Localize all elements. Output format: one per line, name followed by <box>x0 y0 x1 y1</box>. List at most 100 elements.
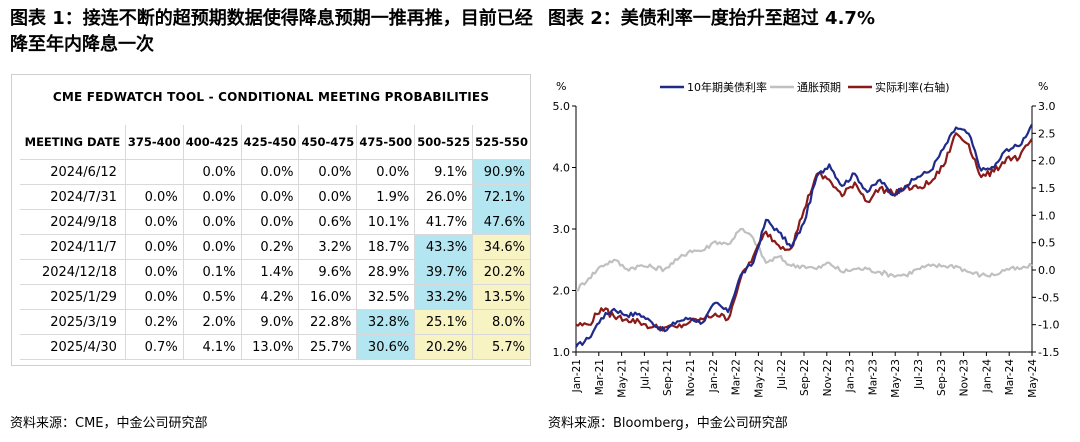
probability-cell: 0.0% <box>241 159 300 185</box>
probability-cell: 9.1% <box>414 159 474 185</box>
probability-cell: 0.0% <box>125 234 184 260</box>
probability-cell: 72.1% <box>472 184 530 210</box>
probability-cell: 0.0% <box>183 234 242 260</box>
probability-cell: 0.7% <box>125 334 184 360</box>
x-tick-label: Mar-21 <box>594 359 606 395</box>
right-tick-label: 3.0 <box>1038 100 1056 113</box>
probability-cell: 25.1% <box>414 309 474 335</box>
series-line-0 <box>575 123 1033 348</box>
probability-cell: 43.3% <box>414 234 474 260</box>
x-tick-label: Mar-22 <box>731 359 743 395</box>
legend-label: 实际利率(右轴) <box>875 80 950 94</box>
x-tick-label: May-21 <box>617 359 629 398</box>
col-header-450-475: 450-475 <box>298 125 358 160</box>
col-header-475-500: 475-500 <box>356 125 416 160</box>
fedwatch-tool-title: CME FEDWATCH TOOL - CONDITIONAL MEETING … <box>52 90 490 104</box>
right-unit-label: % <box>1038 80 1048 93</box>
x-tick-label: May-24 <box>1027 359 1039 398</box>
table-row: 2025/4/30 0.7% 4.1% 13.0% 25.7% 30.6% 20.2% 5.7… <box>20 334 530 360</box>
x-tick-label: May-23 <box>890 359 902 398</box>
x-tick-label: Jan-24 <box>981 359 993 394</box>
x-tick-label: Nov-21 <box>685 359 697 396</box>
figure1-title: 图表 1：接连不断的超预期数据使得降息预期一推再推，目前已经降至年内降息一次 <box>10 8 533 55</box>
probabilities-table: MEETING DATE 375-400 400-425 425-450 450-475… <box>20 125 530 360</box>
probability-cell: 47.6% <box>472 209 530 235</box>
probability-cell: 10.1% <box>356 209 416 235</box>
probability-cell: 20.2% <box>414 334 474 360</box>
probability-cell: 16.0% <box>298 284 358 310</box>
left-tick-label: 4.0 <box>553 162 571 175</box>
probability-cell: 9.0% <box>241 309 300 335</box>
probability-cell: 8.0% <box>472 309 530 335</box>
col-header-375-400: 375-400 <box>125 125 184 160</box>
probability-cell: 0.0% <box>183 159 242 185</box>
table-row: 2024/9/18 0.0% 0.0% 0.0% 0.6% 10.1% 41.7% 47.6% <box>20 209 530 235</box>
probability-cell: 2.0% <box>183 309 242 335</box>
probability-cell: 4.1% <box>183 334 242 360</box>
probability-cell: 0.0% <box>183 184 242 210</box>
x-tick-label: Nov-23 <box>959 359 971 396</box>
x-tick-label: Sep-23 <box>936 359 948 396</box>
probability-cell: 0.5% <box>183 284 242 310</box>
series-line-1 <box>575 227 1033 292</box>
col-header-meeting-date: MEETING DATE <box>20 125 126 160</box>
probability-cell: 3.2% <box>298 234 358 260</box>
probability-cell: 18.7% <box>356 234 416 260</box>
probability-cell: 4.2% <box>241 284 300 310</box>
probability-cell: 13.5% <box>472 284 530 310</box>
probability-cell: 20.2% <box>472 259 530 285</box>
probability-cell: 22.8% <box>298 309 358 335</box>
legend-label: 10年期美债利率 <box>687 80 767 94</box>
right-tick-label: -1.0 <box>1038 319 1059 332</box>
probability-cell: 0.0% <box>298 184 358 210</box>
x-tick-label: May-22 <box>753 359 765 398</box>
probability-cell: 0.2% <box>241 234 300 260</box>
right-tick-label: 2.0 <box>1038 155 1056 168</box>
probability-cell: 0.0% <box>356 159 416 185</box>
probability-cell: 13.0% <box>241 334 300 360</box>
right-tick-label: 0.5 <box>1038 237 1056 250</box>
x-tick-label: Jul-21 <box>639 359 651 390</box>
x-tick-label: Jan-22 <box>708 359 720 393</box>
line-chart-svg: 1.0 2.0 3.0 4.0 5.0 -1.5 -1.0 -0.5 0.0 0.5 1.0 1.5 2… <box>553 80 1060 398</box>
probability-cell: 5.7% <box>472 334 530 360</box>
meeting-date-cell: 2024/12/18 <box>20 259 126 285</box>
col-header-400-425: 400-425 <box>183 125 242 160</box>
table-row: 2024/11/7 0.0% 0.0% 0.2% 3.2% 18.7% 43.3% 34.6% <box>20 234 530 260</box>
meeting-date-cell: 2025/3/19 <box>20 309 126 335</box>
meeting-date-cell: 2024/9/18 <box>20 209 126 235</box>
x-tick-label: Mar-24 <box>1004 359 1016 396</box>
table-body: 2024/6/12 0.0% 0.0% 0.0% 0.0% 9.1% 90.9% 2024/7… <box>20 159 530 360</box>
table-row: 2025/3/19 0.2% 2.0% 9.0% 22.8% 32.8% 25.1% 8.0% <box>20 309 530 335</box>
left-tick-label: 1.0 <box>553 346 571 359</box>
probability-cell: 0.6% <box>298 209 358 235</box>
probability-cell: 0.0% <box>125 184 184 210</box>
probability-cell: 33.2% <box>414 284 474 310</box>
col-header-425-450: 425-450 <box>241 125 300 160</box>
left-tick-label: 5.0 <box>553 100 571 113</box>
probability-cell: 30.6% <box>356 334 416 360</box>
probability-cell: 0.0% <box>183 209 242 235</box>
table-row: 2025/1/29 0.0% 0.5% 4.2% 16.0% 32.5% 33.2% 13.5… <box>20 284 530 310</box>
probability-cell: 90.9% <box>472 159 530 185</box>
probability-cell: 32.5% <box>356 284 416 310</box>
probability-cell: 1.4% <box>241 259 300 285</box>
left-unit-label: % <box>556 80 566 93</box>
probability-cell: 26.0% <box>414 184 474 210</box>
x-tick-label: Sep-21 <box>662 359 674 396</box>
probability-cell: 0.0% <box>125 259 184 285</box>
figure2-title: 图表 2：美债利率一度抬升至超过 4.7% <box>548 8 875 29</box>
legend-label: 通胀预期 <box>797 81 841 94</box>
probability-cell: 0.0% <box>298 159 358 185</box>
right-tick-label: 0.0 <box>1038 264 1056 277</box>
right-tick-label: -0.5 <box>1038 291 1059 304</box>
probability-cell: 32.8% <box>356 309 416 335</box>
meeting-date-cell: 2025/1/29 <box>20 284 126 310</box>
left-tick-label: 2.0 <box>553 285 571 298</box>
probability-cell: 0.1% <box>183 259 242 285</box>
table-header-row: MEETING DATE 375-400 400-425 425-450 450-475… <box>20 125 530 160</box>
probability-cell: 0.0% <box>241 209 300 235</box>
x-tick-label: Jan-21 <box>571 359 583 393</box>
right-tick-label: 2.5 <box>1038 127 1056 140</box>
meeting-date-cell: 2024/6/12 <box>20 159 126 185</box>
